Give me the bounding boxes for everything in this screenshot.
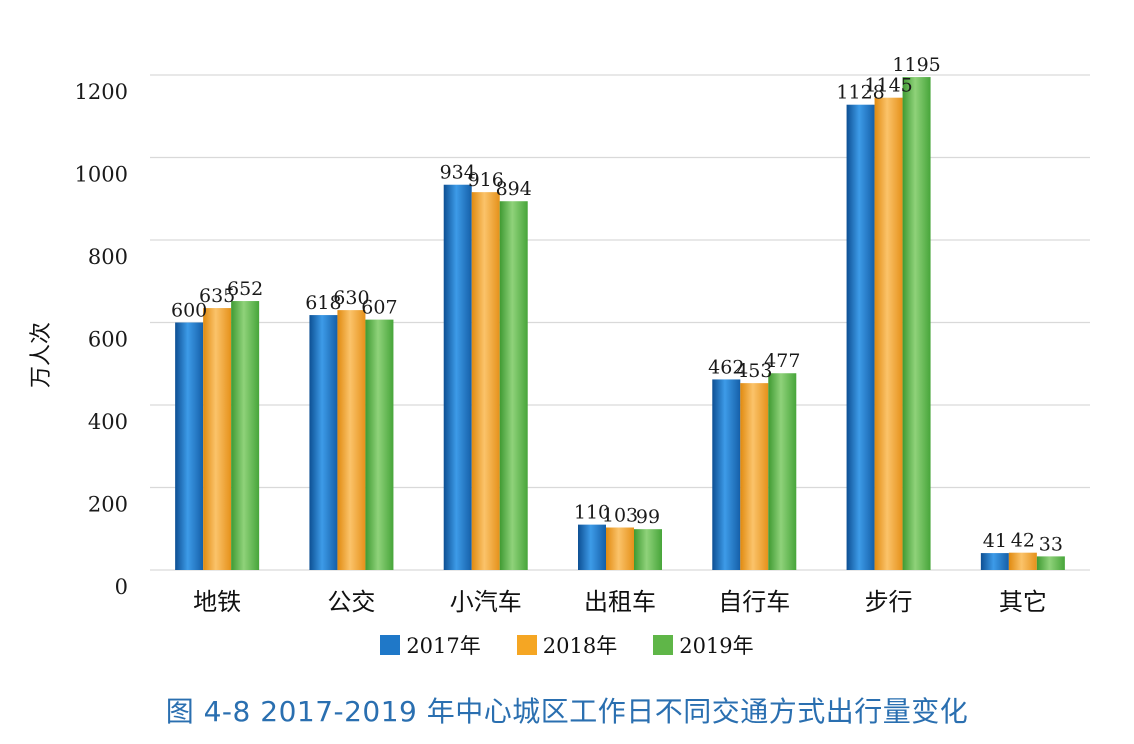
y-tick-label: 800 [88, 245, 128, 269]
data-label: 42 [1011, 530, 1035, 552]
bar [1036, 556, 1065, 570]
data-label: 103 [602, 505, 638, 527]
data-label: 600 [171, 300, 207, 322]
legend-item: 2017年 [380, 630, 481, 660]
x-axis-categories: 地铁 公交 小汽车 出租车 自行车 步行 其它 [193, 588, 1047, 616]
data-label: 635 [199, 285, 235, 307]
bar [740, 383, 769, 570]
bar [578, 524, 606, 570]
data-label: 453 [736, 360, 772, 382]
data-label: 894 [496, 178, 532, 200]
bar [337, 310, 366, 570]
data-label: 630 [333, 287, 369, 309]
legend-label: 2018年 [542, 634, 618, 658]
legend-label: 2019年 [679, 634, 754, 658]
y-axis-label: 万人次 [29, 322, 54, 388]
legend-swatch [516, 635, 537, 655]
legend-item: 2018年 [516, 630, 618, 660]
bar [471, 192, 500, 570]
figure-caption: 图 4-8 2017-2019 年中心城区工作日不同交通方式出行量变化 [165, 695, 969, 728]
y-axis-ticks: 0 200 400 600 800 1000 1200 [75, 80, 128, 599]
data-label: 1128 [836, 82, 884, 104]
y-tick-label: 200 [88, 493, 128, 517]
data-label: 607 [361, 297, 397, 319]
legend-swatch [653, 635, 674, 655]
x-category-label: 出租车 [584, 588, 656, 616]
data-label: 618 [305, 292, 341, 314]
bar [768, 373, 797, 570]
bar [1008, 552, 1037, 570]
data-label: 1195 [892, 54, 940, 76]
y-tick-label: 1000 [75, 163, 128, 187]
y-tick-label: 1200 [75, 80, 128, 104]
y-tick-label: 400 [88, 410, 128, 434]
x-category-label: 步行 [865, 588, 913, 616]
x-category-label: 地铁 [193, 588, 241, 616]
y-tick-label: 0 [115, 575, 128, 599]
bar [846, 104, 875, 570]
bars [175, 77, 1065, 570]
bar [499, 201, 528, 570]
bar [231, 301, 260, 570]
bar [443, 184, 472, 570]
data-label: 916 [468, 169, 504, 191]
bar [874, 97, 903, 570]
data-label: 99 [636, 506, 660, 528]
bar [309, 315, 338, 570]
bar [175, 322, 204, 570]
data-label: 652 [227, 278, 263, 300]
data-label: 1145 [864, 75, 912, 97]
bar [902, 77, 931, 570]
data-label: 33 [1039, 533, 1063, 555]
data-label: 934 [440, 162, 476, 184]
gridlines [150, 74, 1090, 571]
bar [365, 319, 394, 570]
x-category-label: 小汽车 [450, 588, 522, 616]
x-category-label: 公交 [327, 588, 375, 616]
legend-swatch [380, 635, 401, 655]
data-label: 41 [983, 530, 1007, 552]
legend-label: 2017年 [406, 634, 481, 658]
x-category-label: 自行车 [718, 588, 790, 616]
y-tick-label: 600 [88, 328, 128, 352]
bar [606, 527, 634, 570]
bar [712, 379, 741, 570]
bar [634, 529, 662, 570]
bar [980, 553, 1009, 570]
data-label: 462 [708, 356, 744, 378]
legend-item: 2019年 [653, 630, 754, 660]
data-label: 477 [764, 350, 800, 372]
bar [203, 308, 232, 570]
x-category-label: 其它 [999, 588, 1047, 616]
legend: 2017年 2018年 2019年 [0, 630, 1134, 660]
data-label: 110 [574, 502, 610, 524]
